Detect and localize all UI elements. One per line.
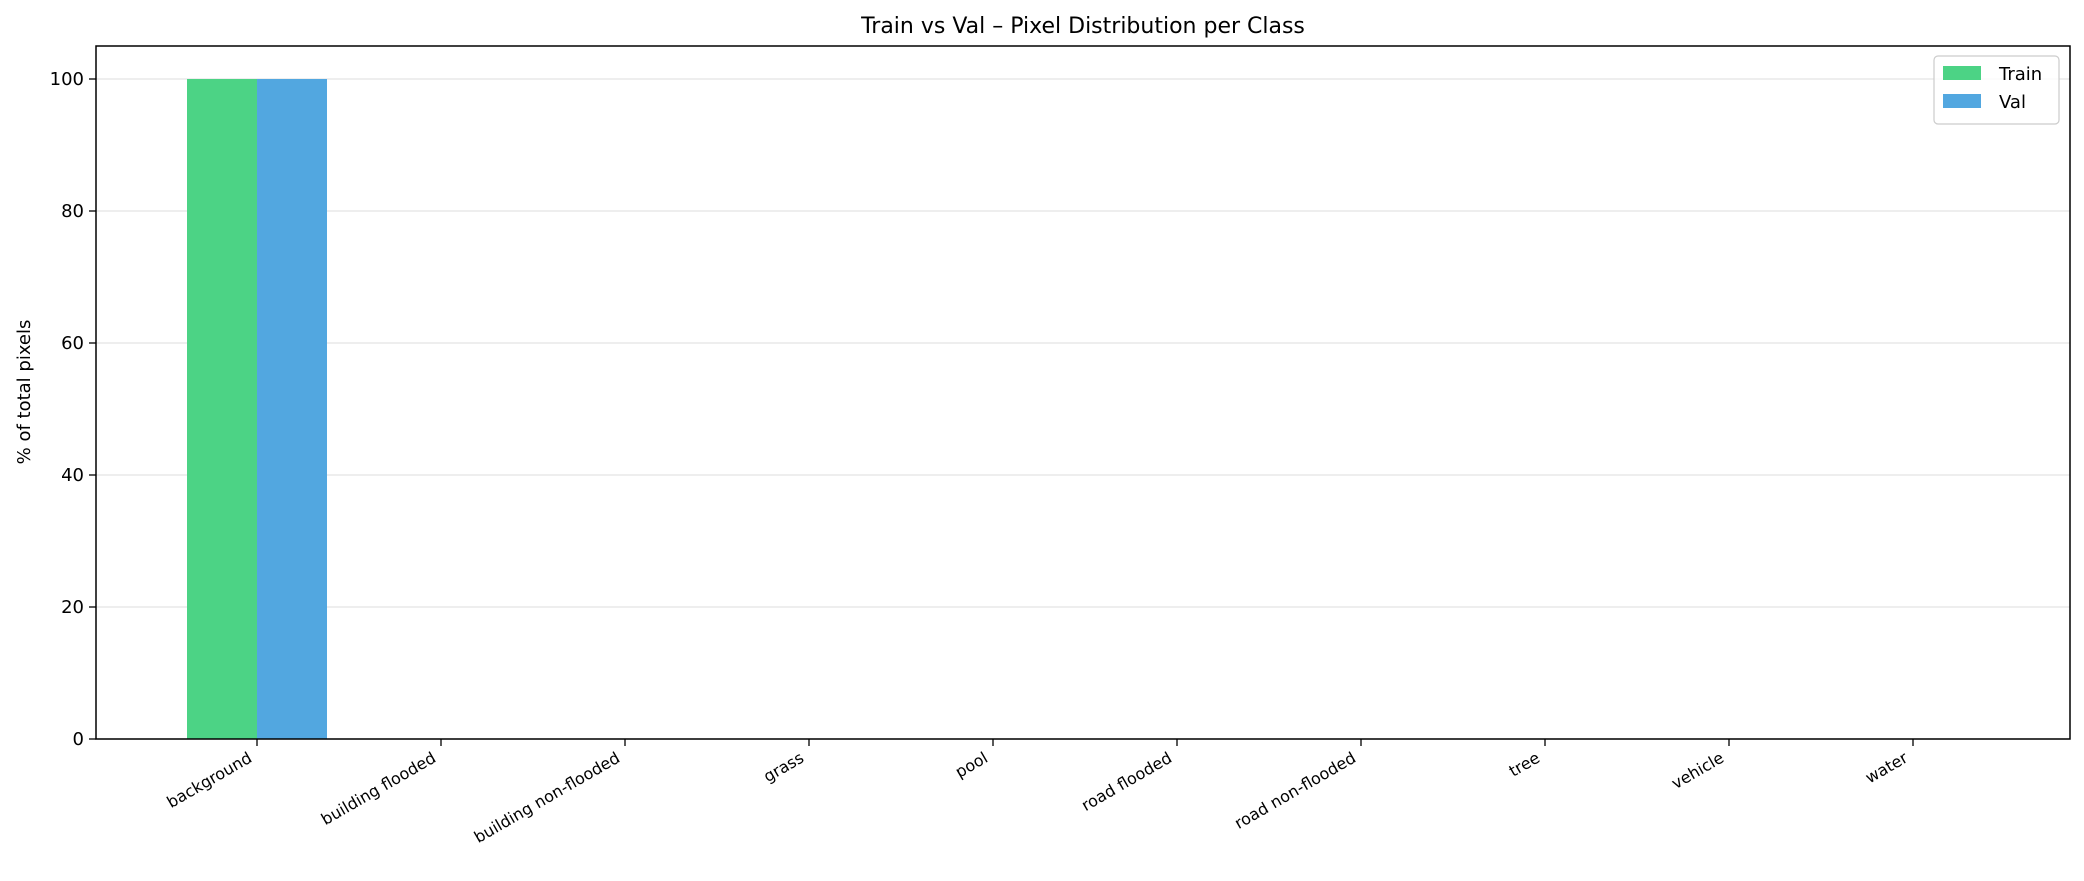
- y-tick-label: 20: [61, 597, 84, 618]
- bars: [187, 79, 327, 739]
- legend-label-train: Train: [1998, 64, 2042, 85]
- y-axis-label: % of total pixels: [14, 320, 35, 465]
- legend-swatch-train: [1943, 66, 1981, 80]
- plot-frame: [95, 45, 2071, 740]
- y-tick-label: 80: [61, 201, 84, 222]
- legend: Train Val: [1933, 55, 2060, 125]
- y-axis: 0 20 40 60 80 100: [50, 69, 96, 750]
- bar-val-background: [257, 79, 327, 739]
- y-tick-label: 0: [73, 729, 84, 750]
- y-tick-label: 100: [50, 69, 84, 90]
- y-tick-label: 60: [61, 333, 84, 354]
- legend-label-val: Val: [1999, 92, 2026, 113]
- chart-title: Train vs Val – Pixel Distribution per Cl…: [860, 14, 1305, 39]
- bar-train-background: [187, 79, 257, 739]
- y-tick-label: 40: [61, 465, 84, 486]
- legend-swatch-val: [1943, 94, 1981, 108]
